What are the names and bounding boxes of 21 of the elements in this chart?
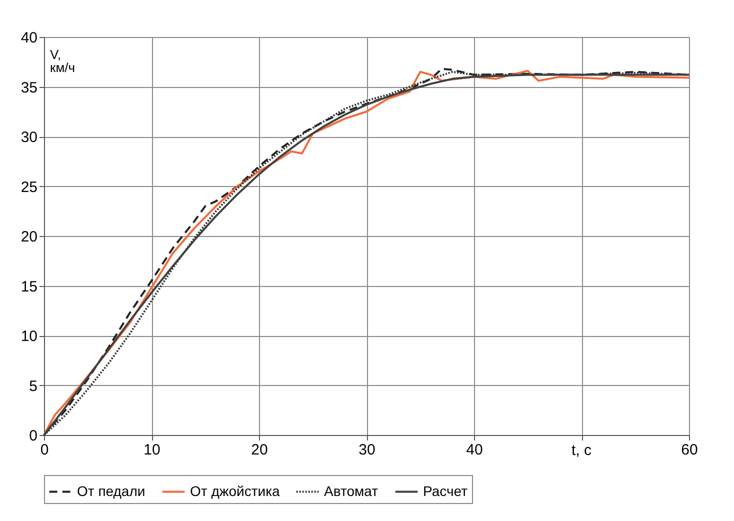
legend-label: От джойстика — [190, 482, 280, 499]
y-tick-label: 10 — [20, 328, 38, 345]
legend-label: Расчет — [423, 482, 468, 499]
x-tick-label: 30 — [358, 442, 376, 458]
y-axis-title: V, км/ч — [50, 47, 76, 75]
y-tick-label: 40 — [20, 30, 38, 46]
x-tick-label: 10 — [144, 442, 160, 458]
x-tick-label: 0 — [40, 442, 49, 458]
y-tick-label: 35 — [20, 79, 38, 96]
x-tick-label: 40 — [466, 442, 483, 458]
x-tick-label: 60 — [681, 442, 698, 458]
y-tick-label: 20 — [20, 228, 38, 246]
y-tick-label: 5 — [29, 378, 38, 395]
y-tick-label: 15 — [20, 278, 38, 296]
legend-label: От педали — [77, 482, 146, 499]
y-tick-label: 25 — [20, 178, 38, 196]
y-tick-label: 0 — [29, 428, 38, 444]
legend-label: Автомат — [324, 482, 379, 499]
x-tick-label: 20 — [251, 442, 268, 458]
x-axis-title: t, с — [571, 442, 592, 459]
y-tick-label: 30 — [20, 129, 38, 146]
